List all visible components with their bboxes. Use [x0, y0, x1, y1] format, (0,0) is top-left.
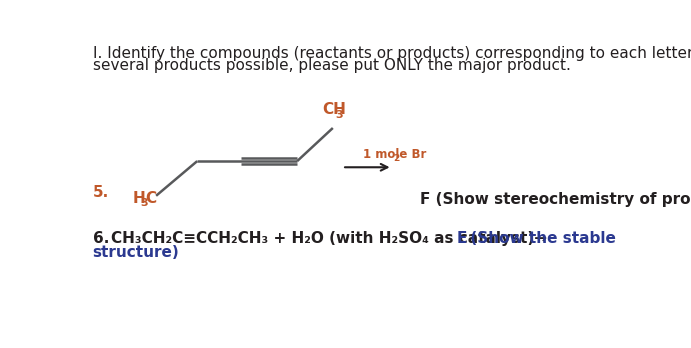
Text: H: H — [133, 191, 146, 206]
Text: structure): structure) — [93, 245, 180, 260]
Text: several products possible, please put ONLY the major product.: several products possible, please put ON… — [93, 58, 571, 73]
Text: F (Show stereochemistry of product): F (Show stereochemistry of product) — [419, 192, 691, 207]
Text: 1 mole Br: 1 mole Br — [363, 148, 427, 161]
Text: 6.: 6. — [93, 231, 109, 246]
Text: 5.: 5. — [93, 184, 108, 200]
Text: I. Identify the compounds (reactants or products) corresponding to each letter. : I. Identify the compounds (reactants or … — [93, 46, 691, 61]
Text: CH: CH — [322, 102, 346, 117]
Text: CH₃CH₂C≡CCH₂CH₃ + H₂O (with H₂SO₄ as catalyst)→: CH₃CH₂C≡CCH₂CH₃ + H₂O (with H₂SO₄ as cat… — [111, 231, 547, 246]
Text: 2: 2 — [393, 155, 399, 164]
Text: 3: 3 — [140, 198, 147, 208]
Text: E (Show the stable: E (Show the stable — [457, 231, 616, 246]
Text: C: C — [145, 191, 156, 206]
Text: 3: 3 — [335, 110, 343, 119]
